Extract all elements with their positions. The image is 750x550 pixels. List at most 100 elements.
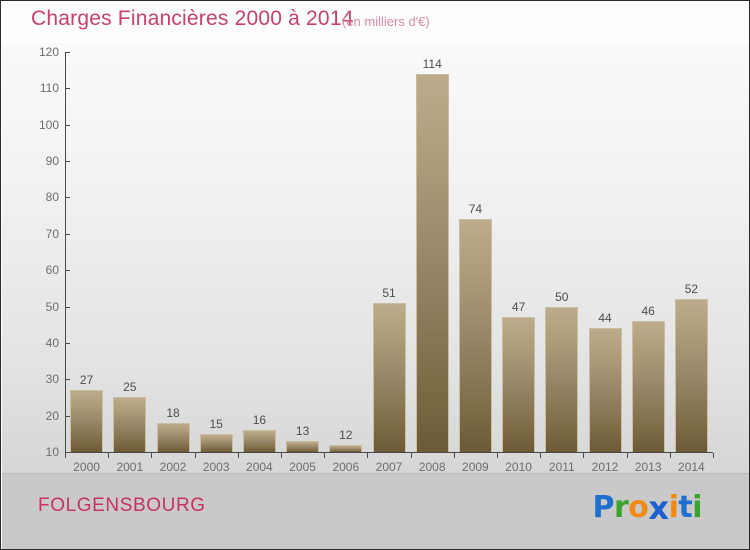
x-axis-label-2014: 2014 <box>678 460 705 474</box>
x-axis-label-2010: 2010 <box>505 460 532 474</box>
bar-value-label: 47 <box>511 300 526 315</box>
bar-2003[interactable] <box>199 433 233 452</box>
x-axis-tick <box>583 453 584 458</box>
x-axis-tick <box>281 453 282 458</box>
x-axis-label-2001: 2001 <box>116 460 144 474</box>
footer-divider <box>2 473 749 474</box>
x-axis-tick <box>670 453 671 458</box>
y-axis-tick <box>65 379 70 381</box>
y-axis-label: 100 <box>38 117 59 132</box>
y-axis-label: 110 <box>39 81 59 96</box>
bar-2008[interactable] <box>415 73 449 452</box>
x-axis-label-2005: 2005 <box>289 460 316 474</box>
y-axis-label: 20 <box>45 408 59 423</box>
x-axis-tick <box>454 453 455 458</box>
x-axis-tick <box>540 453 541 458</box>
logo-letter-i: i <box>668 490 679 525</box>
city-label: FOLGENSBOURG <box>38 495 206 516</box>
x-axis-tick <box>367 453 368 458</box>
bar-2006[interactable] <box>329 444 363 452</box>
x-axis-label-2013: 2013 <box>634 460 662 474</box>
bar-2013[interactable] <box>631 321 665 452</box>
y-axis-tick <box>65 342 70 344</box>
bar-value-label: 27 <box>79 373 94 388</box>
y-axis-tick <box>65 415 70 417</box>
x-axis-label-2012: 2012 <box>591 460 619 474</box>
chart-header: Charges Financières 2000 à 2014 (en mill… <box>1 1 749 43</box>
x-axis-tick <box>324 453 325 458</box>
x-axis-label-2002: 2002 <box>159 460 187 474</box>
y-axis-label: 70 <box>45 226 59 241</box>
logo-letter-o: o <box>628 490 649 525</box>
bar-value-label: 52 <box>684 282 699 297</box>
bar-value-label: 13 <box>295 424 310 439</box>
plot-area: 10 20 30 40 50 60 70 80 90 100 110 120 27 25 18 15 16 13… <box>2 43 749 474</box>
bar-value-label: 51 <box>382 285 396 300</box>
bar-2014[interactable] <box>674 299 708 452</box>
x-axis-tick <box>195 453 196 458</box>
x-axis-label-2000: 2000 <box>73 460 100 474</box>
y-axis-label: 30 <box>45 372 59 387</box>
y-axis-label: 80 <box>45 190 59 205</box>
bar-value-label: 114 <box>422 56 442 71</box>
logo-letter-i: i <box>692 490 702 525</box>
bar-2001[interactable] <box>113 397 147 452</box>
bar-value-label: 18 <box>166 405 180 420</box>
x-axis-tick <box>238 453 239 458</box>
x-axis-tick <box>713 453 714 458</box>
x-axis-tick <box>108 453 109 458</box>
bar-value-label: 50 <box>555 289 569 304</box>
y-axis-label: 120 <box>38 45 59 59</box>
proxiti-logo[interactable]: Proxiti <box>592 487 703 527</box>
y-axis-tick <box>65 233 70 235</box>
bar-2000[interactable] <box>70 390 104 452</box>
bar-2009[interactable] <box>458 219 492 452</box>
x-axis-label-2007: 2007 <box>375 460 403 474</box>
y-axis-tick <box>65 124 70 126</box>
y-axis-label: 60 <box>45 263 59 278</box>
bar-2002[interactable] <box>156 422 190 452</box>
x-axis-tick <box>497 453 498 458</box>
logo-letter-x: x <box>648 489 669 527</box>
y-axis-tick <box>65 452 70 453</box>
x-axis-label-2009: 2009 <box>462 460 489 474</box>
bar-2010[interactable] <box>502 317 536 452</box>
chart-subtitle: (en milliers d'€) <box>342 14 430 29</box>
y-axis-tick <box>65 270 70 272</box>
y-axis-label: 50 <box>45 299 59 314</box>
bar-2004[interactable] <box>242 430 276 452</box>
logo-letter-t: t <box>678 490 693 525</box>
x-axis-tick <box>151 453 152 458</box>
y-axis-label: 90 <box>45 154 59 169</box>
logo-letter-r: r <box>614 490 629 525</box>
bar-value-label: 74 <box>468 202 483 217</box>
x-axis-tick <box>65 453 66 458</box>
logo-letter-P: P <box>592 490 615 525</box>
bar-2012[interactable] <box>588 328 622 452</box>
x-axis-line <box>65 452 713 453</box>
y-axis-label: 10 <box>45 445 59 459</box>
y-axis-line <box>65 52 66 453</box>
x-axis-label-2008: 2008 <box>418 460 446 474</box>
page-title: Charges Financières 2000 à 2014 <box>31 7 354 30</box>
x-axis-label-2011: 2011 <box>548 460 575 474</box>
x-axis-label-2006: 2006 <box>332 460 360 474</box>
bar-value-label: 25 <box>123 380 137 395</box>
bar-2011[interactable] <box>545 306 579 452</box>
y-axis-tick <box>65 161 70 163</box>
bar-value-label: 15 <box>209 416 223 431</box>
bar-value-label: 44 <box>598 311 612 326</box>
bar-2007[interactable] <box>372 302 406 452</box>
chart-footer: FOLGENSBOURG Proxiti <box>2 473 749 549</box>
y-axis-tick <box>65 88 70 90</box>
x-axis-tick <box>627 453 628 458</box>
bar-value-label: 46 <box>641 304 655 319</box>
y-axis-tick <box>65 52 70 53</box>
y-axis-tick <box>65 306 70 308</box>
bar-value-label: 16 <box>252 413 267 428</box>
y-axis-label: 40 <box>45 335 59 350</box>
y-axis-tick <box>65 197 70 199</box>
bar-2005[interactable] <box>286 441 320 452</box>
plot-canvas: 10 20 30 40 50 60 70 80 90 100 110 120 27 25 18 15 16 13… <box>2 43 749 474</box>
